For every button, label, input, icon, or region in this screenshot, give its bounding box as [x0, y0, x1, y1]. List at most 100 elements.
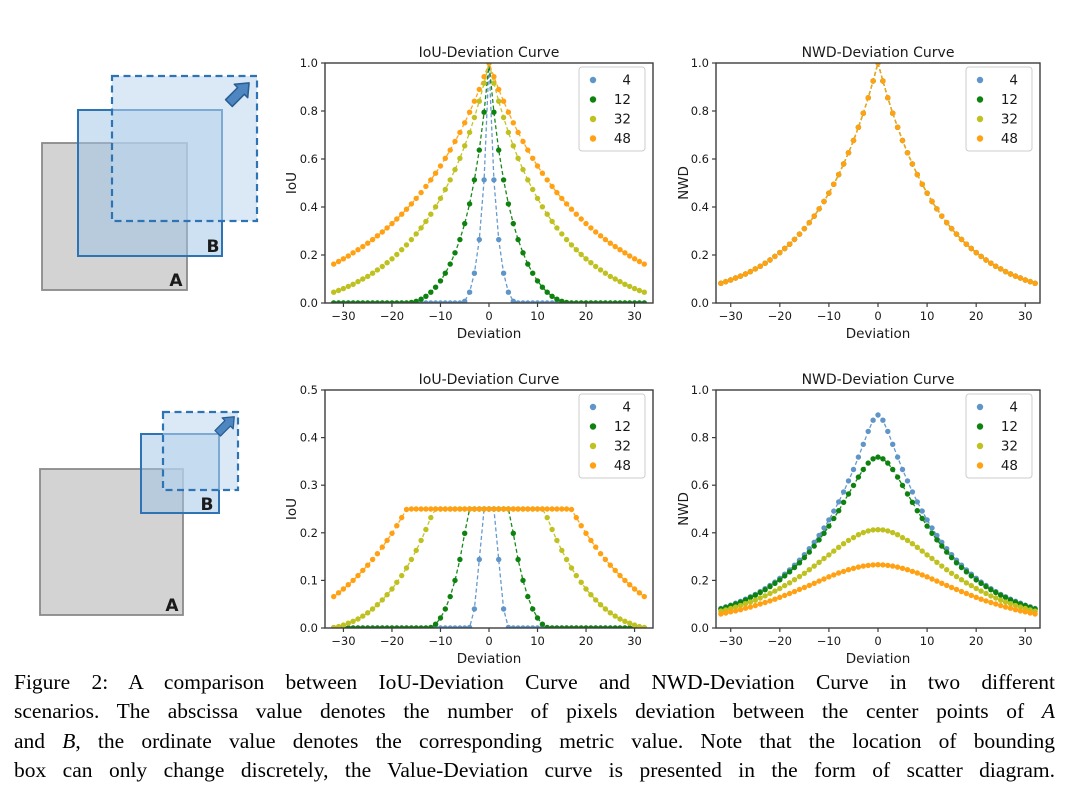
data-point — [423, 183, 429, 190]
data-point — [607, 240, 613, 246]
data-point — [934, 537, 940, 543]
data-point — [627, 582, 633, 588]
legend-label-12: 12 — [1001, 419, 1018, 435]
data-point — [968, 245, 974, 252]
legend-box — [578, 66, 646, 152]
data-point — [462, 298, 468, 303]
data-point — [836, 544, 842, 550]
chart-nwd-deviation-curve-bottom: −30 −20 −10 0 10 20 30 0.0 0.2 0.4 0.6 0.8 1.0 NWD-De… — [676, 372, 1041, 667]
data-point — [432, 284, 439, 290]
data-point — [845, 150, 852, 156]
data-point — [934, 206, 940, 212]
data-point — [860, 441, 866, 447]
shift-arrow-icon — [214, 416, 235, 437]
data-point — [998, 602, 1004, 609]
legend-label-48: 48 — [1001, 458, 1018, 474]
data-point — [732, 275, 739, 281]
data-point — [496, 98, 502, 104]
data-point — [428, 506, 434, 512]
y-tick-label: 0.8 — [300, 104, 318, 118]
data-point — [855, 564, 862, 570]
data-point — [1007, 601, 1014, 607]
data-point — [821, 576, 827, 582]
data-point — [627, 253, 633, 259]
data-point — [534, 615, 541, 621]
data-point — [520, 138, 526, 145]
series-line-32 — [333, 508, 645, 628]
data-point — [345, 283, 351, 290]
data-point — [939, 563, 945, 569]
data-point — [978, 580, 984, 586]
data-point — [384, 225, 390, 231]
data-point — [821, 198, 827, 205]
y-tick-label: 0.2 — [691, 248, 709, 262]
data-point — [840, 568, 847, 575]
data-point — [1002, 604, 1009, 610]
data-point — [394, 216, 400, 222]
data-point — [870, 527, 876, 533]
data-point — [973, 585, 979, 592]
x-tick-label: 30 — [1018, 634, 1033, 648]
data-point — [549, 218, 555, 225]
data-point — [777, 594, 783, 600]
data-point — [777, 585, 783, 592]
data-point — [963, 590, 970, 597]
data-point — [939, 213, 945, 219]
y-tick-label: 0.8 — [691, 431, 709, 445]
y-tick-label: 0.2 — [691, 573, 709, 587]
legend-label-4: 4 — [1009, 400, 1018, 416]
y-tick-label: 0.4 — [300, 431, 318, 445]
data-point — [466, 289, 473, 295]
data-point — [369, 556, 376, 563]
label-box-b: B — [201, 495, 214, 515]
data-point — [612, 276, 618, 282]
data-point — [983, 590, 989, 597]
data-point — [423, 506, 429, 512]
data-point — [500, 606, 507, 612]
data-point — [510, 298, 516, 303]
data-point — [1007, 597, 1014, 603]
data-point — [534, 163, 541, 169]
data-point — [782, 582, 788, 589]
data-point — [904, 150, 911, 156]
y-axis-label: IoU — [284, 172, 300, 194]
data-point — [968, 582, 974, 589]
label-box-a: A — [169, 271, 183, 291]
y-tick-label: 0.2 — [300, 248, 318, 262]
data-point — [500, 506, 507, 512]
data-point — [816, 578, 822, 584]
legend-marker-32 — [589, 442, 597, 450]
data-point — [831, 508, 837, 514]
data-point — [534, 506, 541, 512]
data-point — [374, 267, 381, 273]
y-tick-label: 0.0 — [691, 296, 709, 310]
data-point — [777, 249, 783, 256]
legend-marker-48 — [976, 135, 984, 142]
data-point — [627, 620, 633, 626]
data-point — [423, 293, 429, 299]
data-point — [944, 219, 950, 226]
data-point — [909, 568, 916, 575]
data-point — [559, 547, 565, 554]
data-point — [462, 506, 468, 512]
data-point — [573, 211, 579, 217]
data-point — [826, 517, 832, 523]
data-point — [855, 124, 862, 130]
data-point — [909, 541, 916, 547]
legend-label-12: 12 — [1001, 92, 1018, 108]
data-point — [948, 225, 955, 232]
data-point — [617, 616, 623, 622]
data-point — [816, 206, 822, 212]
x-tick-label: −10 — [817, 309, 841, 323]
data-point — [350, 281, 356, 287]
data-point — [331, 593, 337, 600]
data-point — [544, 506, 550, 512]
data-point — [515, 155, 521, 161]
data-point — [993, 589, 999, 596]
legend: 4 12 32 48 — [578, 66, 646, 152]
caption-line: and B, the ordinate value denotes the co… — [14, 727, 1055, 756]
data-point — [573, 247, 579, 253]
data-point — [442, 270, 448, 276]
data-point — [742, 601, 749, 607]
data-point — [573, 514, 579, 521]
